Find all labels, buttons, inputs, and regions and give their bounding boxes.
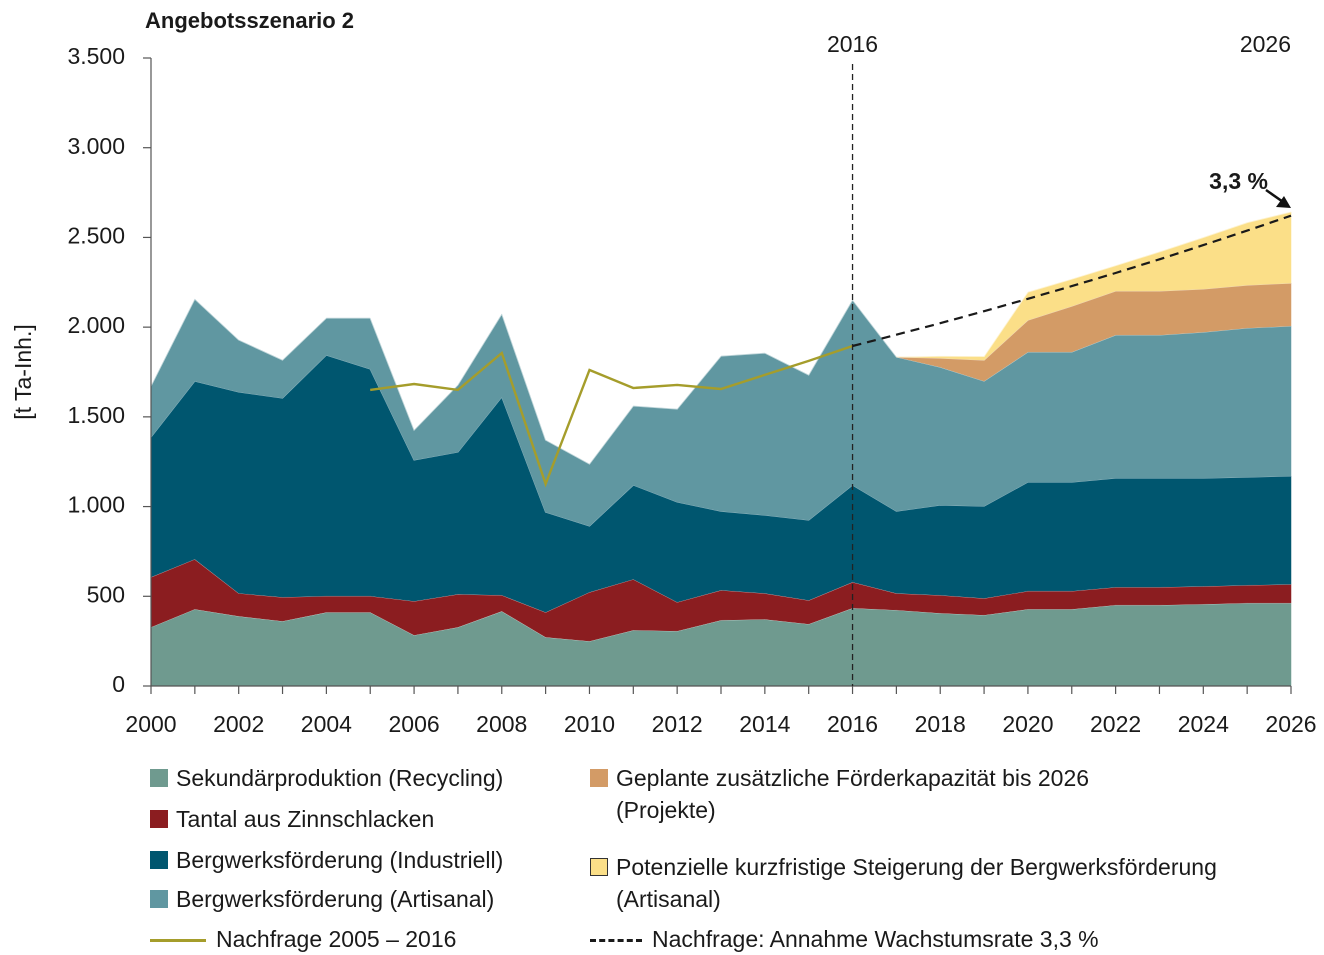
- legend-swatch: [150, 810, 168, 828]
- legend-label: Nachfrage 2005 – 2016: [216, 926, 457, 952]
- y-tick-label: 3.000: [67, 133, 125, 159]
- y-tick-label: 0: [112, 671, 125, 697]
- legend-label: Bergwerksförderung (Artisanal): [176, 886, 495, 912]
- x-tick-label: 2006: [388, 711, 439, 737]
- legend-item: Sekundärproduktion (Recycling): [150, 762, 503, 794]
- legend-item: Bergwerksförderung (Artisanal): [150, 883, 494, 915]
- x-tick-label: 2016: [827, 711, 878, 737]
- legend-item: Geplante zusätzliche Förderkapazität bis…: [590, 762, 1170, 826]
- x-tick-label: 2020: [1002, 711, 1053, 737]
- x-tick-label: 2008: [476, 711, 527, 737]
- annotation: 3,3 %: [1209, 168, 1268, 194]
- line: [852, 214, 1292, 348]
- x-tick-label: 2026: [1265, 711, 1316, 737]
- x-tick-label: 2014: [739, 711, 790, 737]
- annotation-arrowhead: [1276, 196, 1291, 208]
- legend-swatch: [590, 769, 608, 787]
- legend-label: Potenzielle kurzfristige Steigerung der …: [616, 854, 1217, 912]
- y-tick-label: 2.000: [67, 312, 125, 338]
- x-tick-label: 2010: [564, 711, 615, 737]
- legend-swatch: [150, 769, 168, 787]
- legend-label: Nachfrage: Annahme Wachstumsrate 3,3 %: [652, 926, 1099, 952]
- y-tick-label: 500: [87, 581, 125, 607]
- legend-item: Bergwerksförderung (Industriell): [150, 844, 503, 876]
- line: [370, 344, 853, 488]
- legend-swatch: [150, 851, 168, 869]
- x-tick-label: 2002: [213, 711, 264, 737]
- x-tick-label: 2022: [1090, 711, 1141, 737]
- x-tick-label: 2018: [915, 711, 966, 737]
- legend-swatch: [150, 890, 168, 908]
- legend-item: Tantal aus Zinnschlacken: [150, 803, 434, 835]
- legend-item: Nachfrage 2005 – 2016: [150, 923, 456, 955]
- x-tick-label: 2024: [1178, 711, 1229, 737]
- x-tick-label: 2012: [652, 711, 703, 737]
- chart-title: Angebotsszenario 2: [145, 8, 354, 33]
- legend-item: Nachfrage: Annahme Wachstumsrate 3,3 %: [590, 923, 1099, 955]
- legend-label: Geplante zusätzliche Förderkapazität bis…: [616, 765, 1090, 823]
- marker-label: 2016: [827, 31, 878, 57]
- legend-label: Sekundärproduktion (Recycling): [176, 765, 504, 791]
- legend-item: Potenzielle kurzfristige Steigerung der …: [590, 851, 1310, 915]
- y-tick-label: 1.000: [67, 492, 125, 518]
- areas: [150, 211, 1292, 687]
- y-tick-label: 2.500: [67, 223, 125, 249]
- y-tick-label: 3.500: [67, 43, 125, 69]
- x-tick-label: 2000: [125, 711, 176, 737]
- legend-label: Bergwerksförderung (Industriell): [176, 847, 504, 873]
- legend-swatch: [590, 858, 608, 876]
- y-tick-label: 1.500: [67, 402, 125, 428]
- y-axis-label: [t Ta-Inh.]: [10, 324, 36, 419]
- legend-swatch: [590, 939, 642, 942]
- legend-label: Tantal aus Zinnschlacken: [176, 806, 435, 832]
- area-edge: [896, 211, 1292, 358]
- marker-label: 2026: [1240, 31, 1291, 57]
- legend-swatch: [150, 939, 206, 942]
- x-tick-label: 2004: [301, 711, 352, 737]
